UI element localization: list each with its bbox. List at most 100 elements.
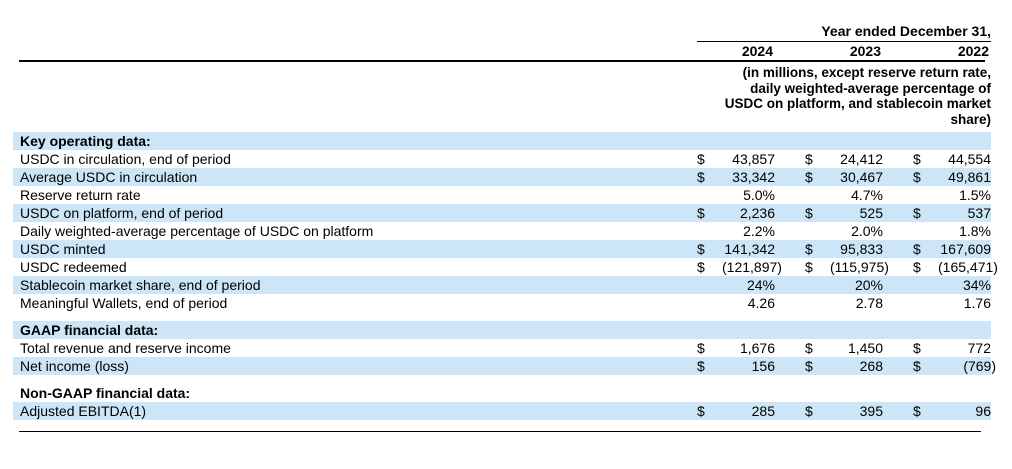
years-spacer bbox=[13, 42, 697, 60]
cell-value: 772 bbox=[967, 340, 991, 356]
table-row: USDC on platform, end of period $2,236 $52… bbox=[13, 204, 991, 222]
cell-value: 24% bbox=[746, 277, 775, 293]
cell-value: (769) bbox=[933, 357, 996, 375]
column-gap bbox=[775, 357, 805, 375]
year-column-2024: 2024 bbox=[741, 43, 773, 59]
period-header: Year ended December 31, bbox=[697, 22, 991, 42]
currency-symbol: $ bbox=[697, 169, 705, 185]
currency-symbol: $ bbox=[697, 241, 705, 257]
currency-symbol bbox=[913, 276, 933, 294]
currency-symbol: $ bbox=[913, 259, 921, 275]
currency-symbol bbox=[805, 222, 825, 240]
row-label: Meaningful Wallets, end of period bbox=[20, 295, 228, 311]
currency-symbol: $ bbox=[913, 241, 921, 257]
currency-symbol: $ bbox=[805, 151, 813, 167]
cell-value: 2.0% bbox=[851, 223, 883, 239]
table-row: USDC in circulation, end of period $43,85… bbox=[13, 150, 991, 168]
row-label: Adjusted EBITDA(1) bbox=[20, 403, 147, 419]
column-gap bbox=[775, 150, 805, 168]
cell-value: 4.26 bbox=[747, 295, 775, 311]
table-row: Reserve return rate 5.0% 4.7% 1.5% bbox=[13, 186, 991, 204]
section-title-row: Key operating data: bbox=[13, 132, 991, 150]
column-gap bbox=[775, 204, 805, 222]
currency-symbol: $ bbox=[913, 169, 921, 185]
table-row: USDC minted $141,342 $95,833 $167,609 bbox=[13, 240, 991, 258]
column-gap bbox=[775, 294, 805, 312]
section-gap bbox=[13, 375, 991, 384]
currency-symbol: $ bbox=[805, 205, 813, 221]
currency-symbol: $ bbox=[697, 151, 705, 167]
header-rule bbox=[19, 60, 985, 62]
row-label: USDC in circulation, end of period bbox=[20, 151, 231, 167]
cell-value: 1.8% bbox=[959, 223, 991, 239]
cell-value: 49,861 bbox=[948, 169, 991, 185]
cell-value: (115,975) bbox=[825, 258, 889, 276]
cell-value: 24,412 bbox=[840, 151, 883, 167]
cell-value: (121,897) bbox=[717, 258, 782, 276]
negative-value: (769) bbox=[963, 358, 996, 374]
cell-value: 1.76 bbox=[963, 295, 991, 311]
bottom-rule bbox=[19, 431, 981, 432]
cell-value: 2,236 bbox=[739, 205, 775, 221]
cell-value: 1,450 bbox=[847, 340, 883, 356]
currency-symbol: $ bbox=[697, 358, 705, 374]
table-row: Average USDC in circulation $33,342 $30,46… bbox=[13, 168, 991, 186]
table-row: Net income (loss) $156 $268 $ (769) bbox=[13, 357, 996, 375]
row-label: USDC minted bbox=[20, 241, 106, 257]
currency-symbol: $ bbox=[697, 205, 705, 221]
currency-symbol bbox=[805, 276, 825, 294]
currency-symbol: $ bbox=[697, 340, 705, 356]
column-gap bbox=[883, 294, 913, 312]
row-label: Reserve return rate bbox=[20, 187, 141, 203]
section-title: GAAP financial data: bbox=[20, 322, 159, 338]
section-title-row: GAAP financial data: bbox=[13, 321, 991, 339]
table-row: Stablecoin market share, end of period 24… bbox=[13, 276, 991, 294]
units-note-line: daily weighted-average percentage of bbox=[750, 80, 991, 96]
cell-value: 395 bbox=[859, 403, 883, 419]
row-label: Total revenue and reserve income bbox=[20, 340, 231, 356]
row-label: Net income (loss) bbox=[20, 358, 129, 374]
column-gap bbox=[775, 339, 805, 357]
period-header-row: Year ended December 31, bbox=[13, 22, 991, 42]
table-row: Adjusted EBITDA(1) $285 $395 $96 bbox=[13, 402, 991, 420]
cell-value: 285 bbox=[751, 403, 775, 419]
section-title-row: Non-GAAP financial data: bbox=[13, 384, 991, 402]
units-note-line: USDC on platform, and stablecoin market bbox=[724, 96, 991, 111]
column-gap bbox=[883, 186, 913, 204]
row-label: Average USDC in circulation bbox=[20, 169, 198, 185]
section-title: Non-GAAP financial data: bbox=[20, 385, 191, 401]
currency-symbol bbox=[697, 222, 717, 240]
row-label: Daily weighted-average percentage of USD… bbox=[20, 223, 374, 239]
table-row: Total revenue and reserve income $1,676 $1… bbox=[13, 339, 991, 357]
year-column-2023: 2023 bbox=[849, 43, 881, 59]
currency-symbol bbox=[913, 186, 933, 204]
cell-value: 141,342 bbox=[724, 241, 775, 257]
column-gap bbox=[883, 402, 913, 420]
cell-value: 2.2% bbox=[743, 223, 775, 239]
currency-symbol bbox=[913, 294, 933, 312]
column-gap bbox=[775, 186, 805, 204]
cell-value: 268 bbox=[859, 358, 883, 374]
years-header-row: 2024 2023 2022 bbox=[13, 42, 991, 60]
currency-symbol: $ bbox=[913, 205, 921, 221]
currency-symbol: $ bbox=[805, 403, 813, 419]
currency-symbol: $ bbox=[913, 358, 921, 374]
currency-symbol: $ bbox=[697, 403, 705, 419]
table-body: Key operating data: USDC in circulation, … bbox=[13, 132, 998, 420]
row-label: USDC redeemed bbox=[20, 259, 127, 275]
cell-value: 4.7% bbox=[851, 187, 883, 203]
column-gap bbox=[775, 240, 805, 258]
column-gap bbox=[775, 222, 805, 240]
row-label: USDC on platform, end of period bbox=[20, 205, 224, 221]
currency-symbol: $ bbox=[913, 151, 921, 167]
row-label: Stablecoin market share, end of period bbox=[20, 277, 261, 293]
cell-value: 1,676 bbox=[739, 340, 775, 356]
cell-value: 43,857 bbox=[732, 151, 775, 167]
financial-table: Year ended December 31, 2024 2023 2022 (… bbox=[13, 22, 998, 432]
cell-value: 525 bbox=[859, 205, 883, 221]
column-gap bbox=[775, 276, 805, 294]
section-gap bbox=[13, 312, 991, 321]
negative-value: (165,471) bbox=[938, 259, 998, 275]
cell-value: 20% bbox=[854, 277, 883, 293]
units-note-line: (in millions, except reserve return rate… bbox=[742, 65, 991, 80]
